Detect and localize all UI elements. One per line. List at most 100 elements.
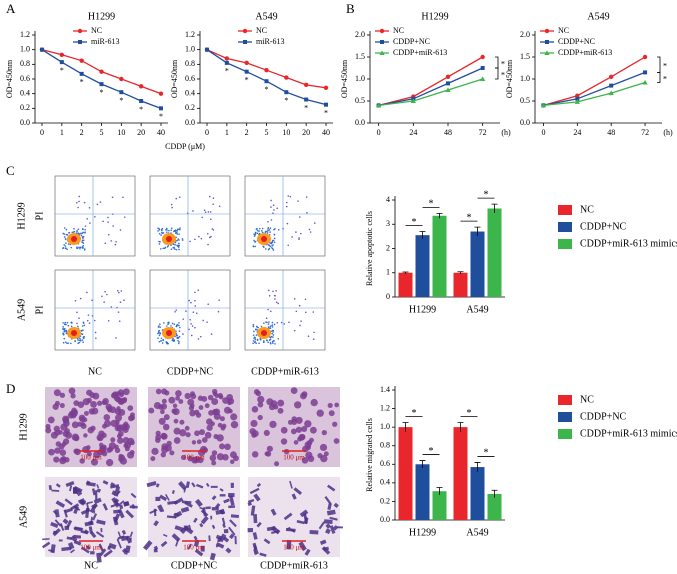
event-dot [173,340,176,342]
cell [229,533,235,540]
point [480,76,486,81]
legend-label: CDDP+NC [393,37,430,46]
cell [60,455,67,462]
cell [333,438,340,444]
event-dot [276,321,279,324]
cell [129,505,138,509]
event-dot [80,333,83,335]
cell [68,410,75,417]
event-dot [117,311,120,313]
x-tick-label: 72 [641,128,649,137]
cell [316,409,324,417]
cell [107,446,114,452]
cell [204,431,212,439]
event-dot [172,337,174,340]
event-dot [62,332,64,335]
event-dot [263,340,265,342]
cell [175,395,180,401]
event-dot [81,241,84,244]
legend-label: CDDP+NC [580,411,627,422]
cell [53,425,60,432]
cell [266,526,276,532]
event-dot [268,289,270,292]
event-dot [166,229,168,231]
bracket [657,56,661,73]
event-dot [157,230,159,232]
event-dot [176,239,178,242]
event-dot [268,229,271,231]
x-tick-label: 0 [205,128,209,137]
event-dot [93,319,96,322]
cell [117,535,125,540]
cell [84,410,89,416]
cell [113,498,120,504]
event-dot [252,340,255,342]
event-dot [157,227,159,229]
event-dot [88,206,91,209]
cell [103,549,113,558]
event-dot [158,243,161,245]
y-tick-label: 1.0 [355,74,365,83]
scale-bar-label: 100 μm [283,454,305,462]
event-dot [268,247,271,250]
event-dot [83,324,86,327]
y-axis-label: OD=450nm [340,59,349,98]
cell [98,543,104,552]
cell [196,483,204,489]
cell [102,480,109,485]
cell [102,397,109,405]
cell [161,398,167,404]
event-dot [162,247,164,250]
chart-title: H1299 [421,11,448,22]
column-label: CDDP+NC [171,560,218,571]
cell [197,457,204,464]
cell [200,545,205,552]
series-line [378,78,483,107]
event-dot [163,322,165,324]
point [79,71,84,76]
y-tick-label: 1.2 [380,403,390,412]
event-dot [80,234,83,237]
event-dot [96,203,99,206]
cell [280,426,288,434]
event-dot [304,298,307,301]
y-tick-label: 4 [386,195,390,204]
event-dot [81,228,84,230]
event-dot [62,326,64,328]
event-dot [77,339,79,341]
event-dot [79,337,81,340]
event-dot [261,231,264,234]
event-dot [272,290,274,293]
event-dot [254,337,257,339]
cell [83,433,88,438]
event-dot [190,323,192,325]
y-tick-label: 0.8 [20,59,30,68]
cell [109,406,117,414]
cell [180,454,187,461]
point [244,60,249,66]
event-dot [253,235,256,237]
y-tick-label: 1.0 [20,44,30,53]
event-dot [63,337,66,340]
cell [334,402,340,408]
event-dot [267,226,270,229]
cell [54,509,60,518]
event-dot [174,244,176,246]
cell [107,545,112,551]
event-dot [178,196,181,198]
cell [230,482,234,488]
x-axis-label: (h) [501,128,511,137]
cell [51,489,60,492]
x-tick-label: 0 [541,128,545,137]
point [446,81,450,86]
error-bar [436,487,443,495]
x-tick-label: 48 [444,128,452,137]
cell [256,521,262,528]
cell [72,487,77,494]
cell [96,488,102,493]
x-tick-label: 40 [157,128,165,137]
y-tick-label: 0.5 [520,96,530,105]
event-dot [272,249,275,251]
event-dot [161,342,164,344]
event-dot [265,321,267,323]
